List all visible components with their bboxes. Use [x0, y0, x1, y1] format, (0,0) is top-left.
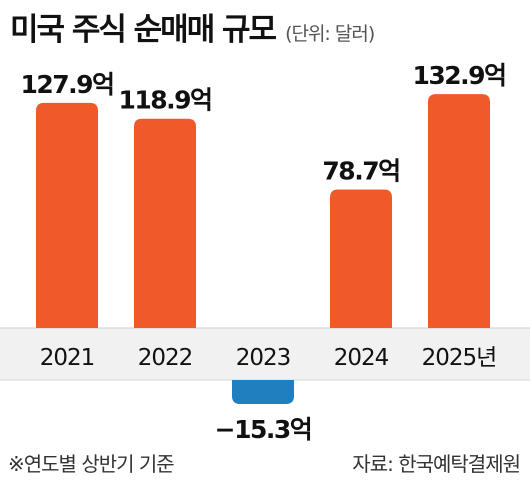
category-label-2025년: 2025년: [422, 345, 497, 371]
bar-2024: [330, 189, 392, 328]
category-label-2024: 2024: [334, 345, 389, 371]
value-label-2025년: 132.9억: [412, 61, 505, 90]
unit-note: (단위: 달러): [285, 23, 375, 45]
source-note: 자료: 한국예탁결제원: [352, 452, 521, 476]
chart-title: 미국 주식 순매매 규모: [10, 12, 277, 48]
footnote: ※연도별 상반기 기준: [8, 452, 175, 476]
bar-2023: [232, 380, 294, 404]
value-label-2024: 78.7억: [322, 156, 399, 185]
bar-2021: [36, 102, 98, 329]
category-label-2021: 2021: [40, 345, 95, 371]
category-label-2023: 2023: [236, 345, 291, 371]
value-label-2023: −15.3억: [215, 415, 312, 444]
category-label-2022: 2022: [138, 345, 193, 371]
chart-header: 미국 주식 순매매 규모 (단위: 달러): [10, 4, 375, 49]
bar-2022: [134, 118, 196, 329]
value-label-2021: 127.9억: [20, 70, 113, 99]
axis-band: [0, 328, 530, 380]
bar-2025년: [428, 94, 490, 328]
value-label-2022: 118.9억: [118, 86, 211, 115]
